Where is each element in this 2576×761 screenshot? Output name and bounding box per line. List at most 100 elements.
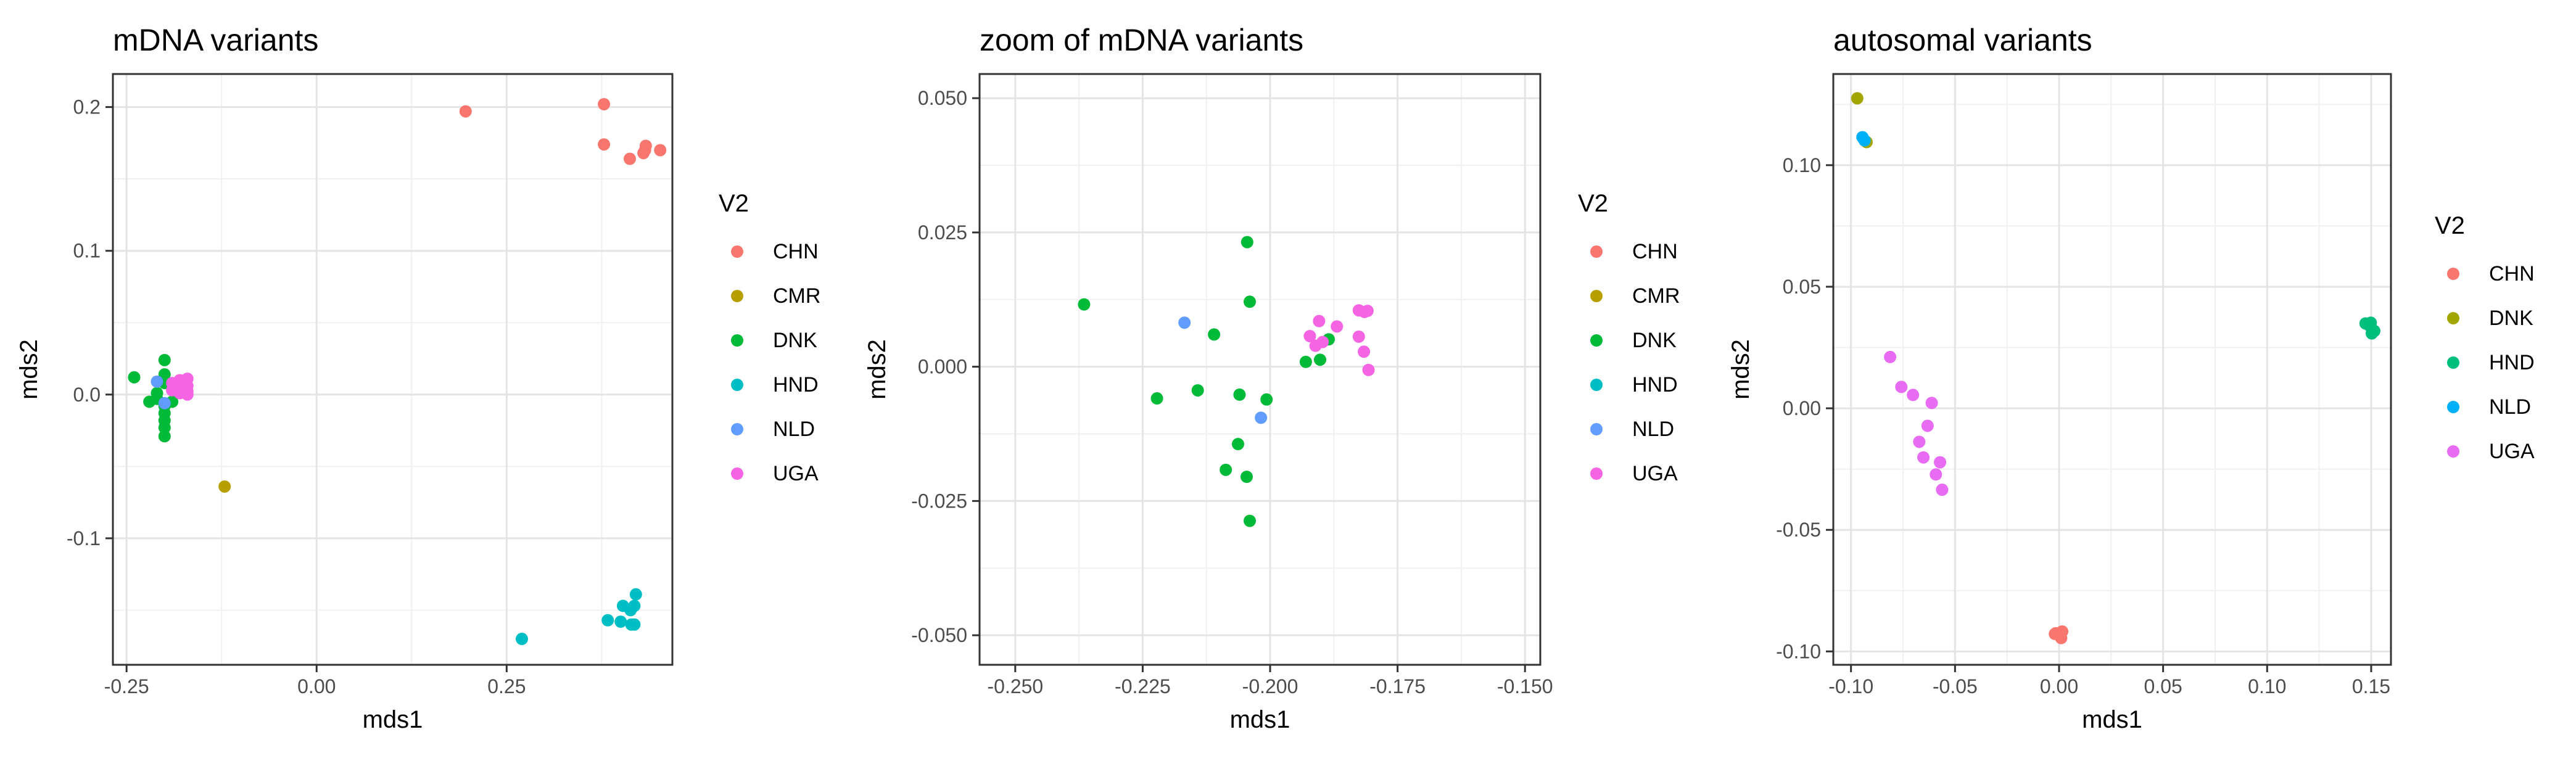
legend: V2 CHN CMR DNK HND NLD UGA — [719, 190, 820, 485]
y-tick-label: 0.2 — [73, 96, 101, 118]
x-tick-label: -0.250 — [987, 675, 1043, 697]
legend-key-chn — [731, 245, 743, 258]
legend-key-cmr — [1590, 290, 1603, 302]
x-tick-label: -0.10 — [1828, 675, 1873, 697]
legend-key-chn — [1590, 245, 1603, 258]
data-point-hnd — [629, 588, 642, 601]
x-tick-label: -0.150 — [1497, 675, 1553, 697]
legend-label-nld: NLD — [2489, 395, 2531, 419]
data-point-dnk — [1851, 92, 1864, 105]
data-point-uga — [1352, 330, 1365, 343]
legend: V2 CHN CMR DNK HND NLD UGA — [1578, 190, 1680, 485]
y-tick-label: 0.0 — [73, 384, 101, 406]
y-axis-title: mds2 — [1727, 339, 1754, 400]
legend-label-nld: NLD — [1632, 418, 1674, 441]
data-point-dnk — [151, 387, 163, 400]
data-point-nld — [1858, 134, 1871, 147]
legend-label-uga: UGA — [773, 462, 819, 485]
legend-label-cmr: CMR — [773, 284, 820, 308]
y-tick-label: -0.05 — [1776, 519, 1821, 541]
data-point-chn — [598, 138, 611, 151]
data-point-dnk — [1150, 392, 1163, 405]
y-tick-label: -0.10 — [1776, 640, 1821, 662]
legend-key-cmr — [731, 290, 743, 302]
data-point-chn — [459, 105, 472, 118]
legend-label-cmr: CMR — [1632, 284, 1680, 308]
data-point-dnk — [1191, 384, 1204, 397]
data-point-hnd — [616, 599, 629, 612]
y-tick-label: 0.10 — [1783, 154, 1821, 176]
legend-key-dnk — [1590, 334, 1603, 347]
y-tick-label: 0.000 — [918, 356, 967, 378]
chart-panel-3: -0.10 -0.05 0.00 0.05 0.10 0.15 -0.10 -0.05 0.00… — [1727, 23, 2535, 733]
data-point-dnk — [1314, 353, 1327, 366]
legend-title: V2 — [2435, 212, 2465, 239]
legend-key-hnd — [1590, 379, 1603, 391]
data-point-chn — [639, 139, 652, 152]
data-point-chn — [623, 152, 636, 165]
data-point-uga — [1884, 350, 1897, 363]
data-point-uga — [1358, 345, 1371, 358]
data-point-dnk — [128, 371, 141, 384]
x-tick-label: -0.225 — [1115, 675, 1171, 697]
x-axis-title: mds1 — [363, 706, 423, 733]
x-tick-label: -0.05 — [1933, 675, 1978, 697]
data-point-hnd — [628, 618, 641, 631]
data-point-uga — [1913, 435, 1926, 448]
data-point-dnk — [1243, 295, 1256, 308]
y-tick-label: -0.1 — [67, 527, 101, 549]
data-point-dnk — [158, 421, 171, 434]
y-tick-label: 0.05 — [1783, 276, 1821, 298]
legend-key-dnk — [2447, 312, 2459, 324]
data-point-dnk — [1078, 298, 1091, 311]
data-point-uga — [1925, 397, 1938, 409]
x-tick-label: 0.15 — [2352, 675, 2390, 697]
legend-key-chn — [2447, 268, 2459, 280]
data-point-uga — [1917, 451, 1930, 464]
legend-label-dnk: DNK — [773, 329, 817, 352]
plot-border — [978, 73, 1542, 666]
data-point-uga — [1313, 315, 1326, 327]
x-tick-label: 0.05 — [2144, 675, 2182, 697]
legend-label-nld: NLD — [773, 418, 815, 441]
data-point-nld — [1255, 411, 1268, 424]
data-point-uga — [173, 375, 186, 388]
data-point-hnd — [628, 599, 641, 612]
y-tick-label: 0.00 — [1783, 397, 1821, 419]
plot-background — [980, 74, 1540, 665]
x-axis-title: mds1 — [1230, 706, 1290, 733]
plot-border — [1832, 73, 2392, 666]
legend-label-dnk: DNK — [2489, 306, 2533, 330]
legend-label-uga: UGA — [2489, 440, 2535, 463]
data-point-uga — [1934, 456, 1947, 469]
legend-key-hnd — [731, 379, 743, 391]
legend-key-uga — [731, 467, 743, 480]
x-tick-label: -0.175 — [1369, 675, 1426, 697]
legend-label-chn: CHN — [2489, 262, 2535, 286]
data-point-hnd — [2368, 324, 2381, 337]
x-tick-label: 0.00 — [297, 675, 336, 697]
data-point-uga — [1316, 335, 1329, 348]
y-tick-label: -0.050 — [911, 624, 967, 646]
legend-label-hnd: HND — [2489, 351, 2535, 374]
legend-label-chn: CHN — [1632, 240, 1678, 263]
data-point-uga — [181, 388, 194, 401]
data-point-dnk — [1220, 463, 1232, 476]
data-point-dnk — [158, 430, 171, 443]
y-axis-title: mds2 — [15, 339, 43, 400]
legend-key-uga — [2447, 445, 2459, 458]
data-point-dnk — [1243, 514, 1256, 527]
legend-label-hnd: HND — [1632, 373, 1678, 397]
data-point-dnk — [1233, 388, 1246, 401]
legend-label-chn: CHN — [773, 240, 819, 263]
y-tick-label: 0.1 — [73, 240, 101, 262]
data-point-dnk — [1231, 438, 1244, 451]
chart-title: autosomal variants — [1833, 23, 2092, 57]
chart-title: mDNA variants — [113, 23, 318, 57]
legend-key-nld — [1590, 423, 1603, 435]
data-point-dnk — [1260, 393, 1273, 406]
y-tick-label: -0.025 — [911, 490, 967, 512]
plot-background — [113, 74, 672, 665]
data-point-nld — [1178, 316, 1191, 329]
